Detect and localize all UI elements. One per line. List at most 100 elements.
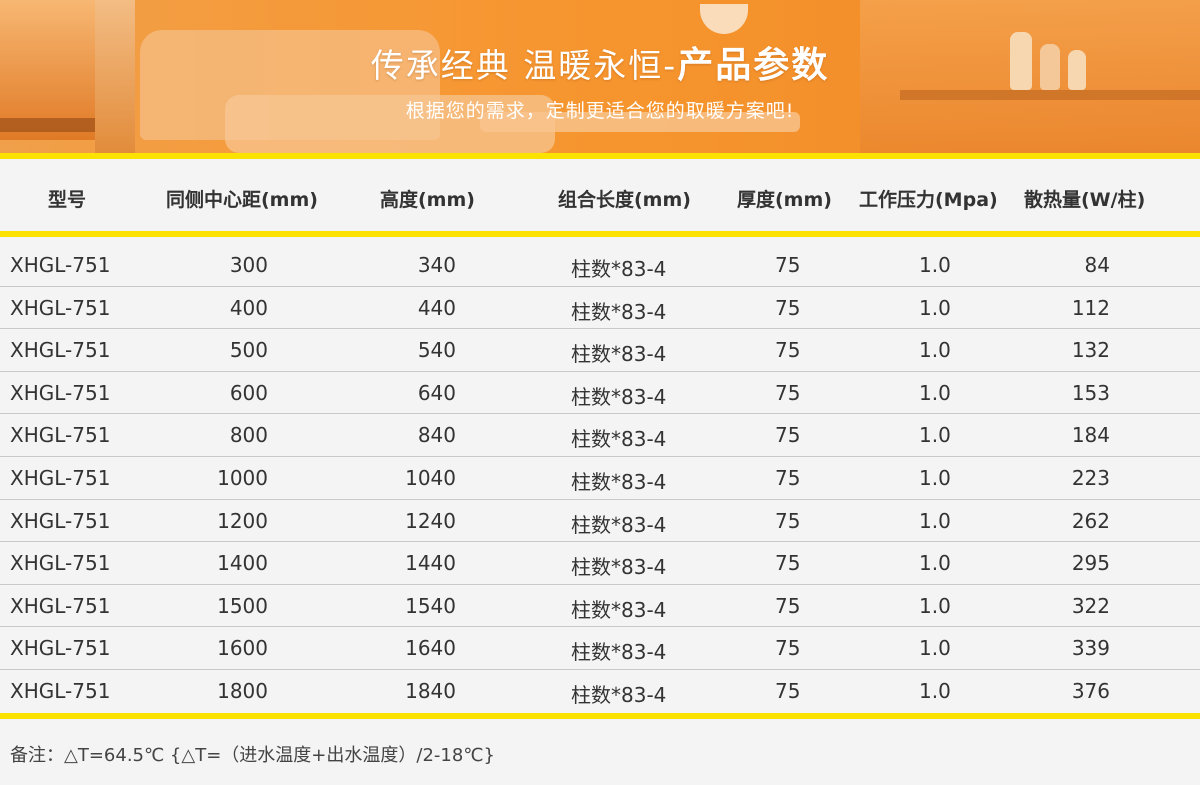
cell-model: XHGL-751: [10, 593, 111, 618]
table-row: XHGL-751 1600 1640 柱数*83-4 75 1.0 339: [0, 627, 1200, 670]
cell-combined-length: 柱数*83-4: [571, 257, 667, 281]
cell-working-pressure: 1.0: [919, 380, 951, 405]
banner: 传承经典 温暖永恒-产品参数 根据您的需求，定制更适合您的取暖方案吧!: [0, 0, 1200, 153]
cell-center-distance: 1200: [217, 508, 268, 533]
cell-working-pressure: 1.0: [919, 423, 951, 448]
cell-center-distance: 1600: [217, 636, 268, 661]
table-header: 型号 同侧中心距(mm) 高度(mm) 组合长度(mm) 厚度(mm) 工作压力…: [0, 159, 1200, 231]
cell-combined-length: 柱数*83-4: [571, 555, 667, 580]
shelf-decoration: [900, 90, 1200, 100]
cell-height: 1040: [405, 465, 456, 490]
cell-heat-output: 295: [1071, 551, 1110, 576]
banner-title-main: 传承经典 温暖永恒-: [370, 46, 678, 85]
header-center-distance: 同侧中心距(mm): [166, 189, 318, 211]
cell-thickness: 75: [775, 465, 801, 490]
table-row: XHGL-751 1400 1440 柱数*83-4 75 1.0 295: [0, 542, 1200, 585]
cell-model: XHGL-751: [10, 380, 111, 405]
cell-height: 1440: [405, 551, 456, 576]
cell-heat-output: 376: [1071, 678, 1110, 703]
cell-height: 640: [417, 380, 456, 405]
cell-thickness: 75: [775, 423, 801, 448]
cell-model: XHGL-751: [10, 338, 111, 363]
cell-combined-length: 柱数*83-4: [571, 384, 667, 409]
cell-heat-output: 184: [1071, 423, 1110, 448]
vase-decoration: [1040, 44, 1060, 90]
cell-combined-length: 柱数*83-4: [571, 427, 667, 452]
banner-subtitle: 根据您的需求，定制更适合您的取暖方案吧!: [405, 100, 795, 122]
table-body: XHGL-751 300 340 柱数*83-4 75 1.0 84 XHGL-751 400 4…: [0, 244, 1200, 713]
cell-height: 840: [417, 423, 456, 448]
header-combined-length: 组合长度(mm): [558, 189, 691, 211]
cell-center-distance: 1800: [217, 678, 268, 703]
header-working-pressure: 工作压力(Mpa): [859, 189, 998, 211]
cell-working-pressure: 1.0: [919, 253, 951, 277]
cell-heat-output: 262: [1071, 508, 1110, 533]
cell-thickness: 75: [775, 636, 801, 661]
cell-center-distance: 500: [229, 338, 268, 363]
header-divider: [0, 231, 1200, 237]
cell-thickness: 75: [775, 508, 801, 533]
cell-working-pressure: 1.0: [919, 338, 951, 363]
table-row: XHGL-751 1200 1240 柱数*83-4 75 1.0 262: [0, 500, 1200, 543]
banner-title-bold: 产品参数: [677, 45, 830, 86]
cell-heat-output: 153: [1071, 380, 1110, 405]
cell-height: 540: [417, 338, 456, 363]
vase-decoration: [1068, 50, 1086, 90]
header-thickness: 厚度(mm): [737, 189, 832, 211]
lamp-decoration: [700, 4, 748, 34]
cell-thickness: 75: [775, 678, 801, 703]
table-row: XHGL-751 1500 1540 柱数*83-4 75 1.0 322: [0, 585, 1200, 628]
table-row: XHGL-751 500 540 柱数*83-4 75 1.0 132: [0, 329, 1200, 372]
cell-thickness: 75: [775, 593, 801, 618]
footnote: 备注：△T=64.5℃ {△T=（进水温度+出水温度）/2-18℃}: [10, 745, 495, 766]
cell-center-distance: 600: [229, 380, 268, 405]
cell-thickness: 75: [775, 380, 801, 405]
cell-heat-output: 322: [1071, 593, 1110, 618]
cell-working-pressure: 1.0: [919, 636, 951, 661]
table-row: XHGL-751 800 840 柱数*83-4 75 1.0 184: [0, 414, 1200, 457]
cell-model: XHGL-751: [10, 508, 111, 533]
cell-center-distance: 1400: [217, 551, 268, 576]
cell-working-pressure: 1.0: [919, 465, 951, 490]
bottom-divider: [0, 713, 1200, 719]
cell-model: XHGL-751: [10, 295, 111, 320]
header-heat-output: 散热量(W/柱): [1024, 189, 1146, 211]
table-row: XHGL-751 600 640 柱数*83-4 75 1.0 153: [0, 372, 1200, 415]
cell-thickness: 75: [775, 253, 801, 277]
banner-title: 传承经典 温暖永恒-产品参数: [0, 36, 1200, 88]
cell-combined-length: 柱数*83-4: [571, 512, 667, 537]
window-sill-decoration: [0, 118, 95, 132]
cell-height: 1640: [405, 636, 456, 661]
cell-center-distance: 800: [229, 423, 268, 448]
cell-heat-output: 339: [1071, 636, 1110, 661]
vase-decoration: [1010, 32, 1032, 90]
table-row: XHGL-751 1000 1040 柱数*83-4 75 1.0 223: [0, 457, 1200, 500]
cell-combined-length: 柱数*83-4: [571, 342, 667, 367]
table-row: XHGL-751 300 340 柱数*83-4 75 1.0 84: [0, 244, 1200, 287]
cell-height: 1840: [405, 678, 456, 703]
cell-working-pressure: 1.0: [919, 508, 951, 533]
cell-combined-length: 柱数*83-4: [571, 682, 667, 707]
cell-center-distance: 300: [229, 253, 268, 277]
header-height: 高度(mm): [380, 189, 475, 211]
cell-heat-output: 223: [1071, 465, 1110, 490]
cell-thickness: 75: [775, 295, 801, 320]
cell-height: 1540: [405, 593, 456, 618]
cell-center-distance: 400: [229, 295, 268, 320]
window-decoration: [0, 0, 95, 140]
cell-thickness: 75: [775, 338, 801, 363]
cell-center-distance: 1500: [217, 593, 268, 618]
table-row: XHGL-751 400 440 柱数*83-4 75 1.0 112: [0, 287, 1200, 330]
top-divider: [0, 153, 1200, 159]
cell-model: XHGL-751: [10, 423, 111, 448]
cell-center-distance: 1000: [217, 465, 268, 490]
cell-combined-length: 柱数*83-4: [571, 299, 667, 324]
cell-thickness: 75: [775, 551, 801, 576]
cell-model: XHGL-751: [10, 465, 111, 490]
cell-height: 1240: [405, 508, 456, 533]
cell-height: 340: [417, 253, 456, 277]
cell-heat-output: 132: [1071, 338, 1110, 363]
cell-working-pressure: 1.0: [919, 551, 951, 576]
cell-heat-output: 84: [1084, 253, 1110, 277]
cell-model: XHGL-751: [10, 636, 111, 661]
